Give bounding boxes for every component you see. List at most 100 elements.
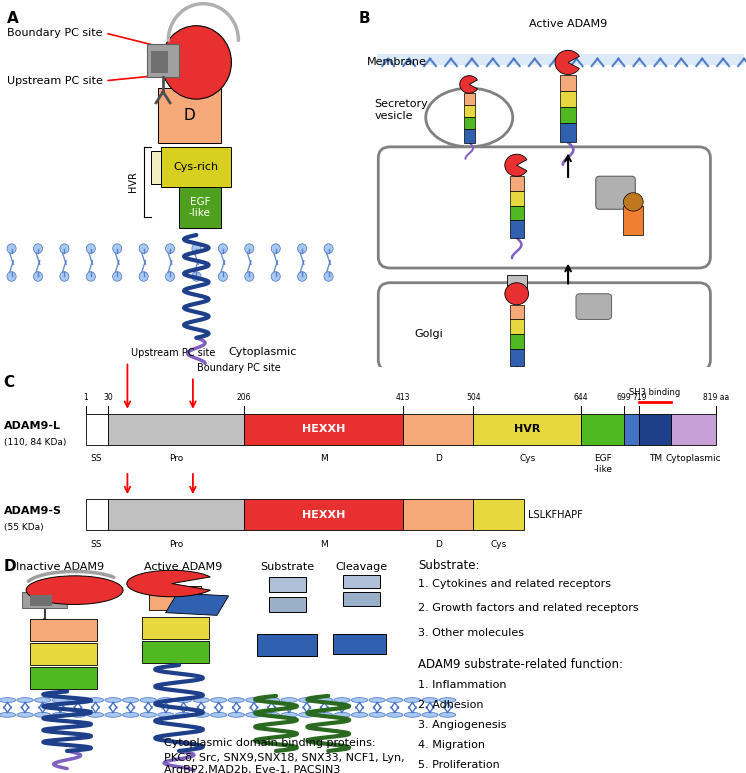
Circle shape bbox=[281, 698, 298, 703]
Circle shape bbox=[87, 698, 104, 703]
Circle shape bbox=[105, 698, 122, 703]
Text: Pro: Pro bbox=[169, 540, 183, 549]
Bar bbox=[269, 597, 306, 612]
Circle shape bbox=[298, 243, 307, 254]
Bar bbox=[464, 117, 474, 128]
Bar bbox=[30, 618, 97, 641]
Text: 3. Other molecules: 3. Other molecules bbox=[418, 628, 524, 638]
FancyBboxPatch shape bbox=[378, 283, 710, 371]
Text: Boundary PC site: Boundary PC site bbox=[7, 28, 102, 38]
Bar bbox=[624, 414, 639, 445]
Text: Active ADAM9: Active ADAM9 bbox=[144, 561, 222, 571]
Wedge shape bbox=[505, 155, 527, 176]
Circle shape bbox=[439, 698, 456, 703]
Circle shape bbox=[7, 271, 16, 281]
Circle shape bbox=[87, 243, 95, 254]
Circle shape bbox=[439, 713, 456, 717]
Bar bbox=[560, 90, 576, 107]
Bar bbox=[560, 123, 576, 142]
Text: 719: 719 bbox=[632, 393, 646, 403]
Circle shape bbox=[87, 271, 95, 281]
Bar bbox=[86, 414, 108, 445]
Bar bbox=[149, 586, 201, 610]
Ellipse shape bbox=[426, 88, 513, 147]
Text: HVR: HVR bbox=[514, 424, 541, 434]
Wedge shape bbox=[460, 76, 477, 94]
Circle shape bbox=[263, 698, 280, 703]
Bar bbox=[158, 88, 221, 143]
Circle shape bbox=[17, 698, 34, 703]
Circle shape bbox=[271, 243, 280, 254]
Text: Membrane: Membrane bbox=[366, 57, 426, 67]
Circle shape bbox=[60, 243, 69, 254]
Text: Cys: Cys bbox=[491, 540, 507, 549]
Circle shape bbox=[316, 713, 333, 717]
Circle shape bbox=[122, 698, 139, 703]
Circle shape bbox=[386, 698, 403, 703]
Circle shape bbox=[193, 698, 210, 703]
Text: Upstream PC site: Upstream PC site bbox=[131, 348, 216, 358]
Bar bbox=[108, 499, 244, 530]
Circle shape bbox=[324, 271, 333, 281]
Text: Inactive ADAM9: Inactive ADAM9 bbox=[16, 561, 104, 571]
Bar bbox=[510, 206, 524, 220]
Text: D: D bbox=[436, 540, 442, 549]
Circle shape bbox=[271, 271, 280, 281]
Circle shape bbox=[0, 698, 16, 703]
Bar bbox=[30, 667, 97, 690]
Bar bbox=[510, 305, 524, 319]
Circle shape bbox=[281, 713, 298, 717]
Text: EGF
-like: EGF -like bbox=[189, 196, 211, 218]
Circle shape bbox=[113, 243, 122, 254]
Text: D: D bbox=[184, 108, 195, 123]
Circle shape bbox=[316, 698, 333, 703]
Text: 1. Inflammation: 1. Inflammation bbox=[418, 680, 507, 690]
Wedge shape bbox=[624, 192, 643, 211]
Bar bbox=[30, 643, 97, 665]
Circle shape bbox=[245, 698, 262, 703]
Circle shape bbox=[245, 243, 254, 254]
Text: 5. Proliferation: 5. Proliferation bbox=[418, 760, 500, 770]
Circle shape bbox=[193, 713, 210, 717]
Text: SS: SS bbox=[91, 540, 102, 549]
Bar bbox=[510, 191, 524, 206]
Circle shape bbox=[140, 698, 157, 703]
Circle shape bbox=[404, 698, 421, 703]
Text: EGF
-like: EGF -like bbox=[593, 455, 612, 474]
Circle shape bbox=[210, 713, 227, 717]
Bar bbox=[161, 147, 231, 187]
Text: 4. Migration: 4. Migration bbox=[418, 740, 485, 750]
Bar bbox=[464, 105, 474, 117]
Circle shape bbox=[157, 713, 174, 717]
Circle shape bbox=[245, 271, 254, 281]
Bar bbox=[142, 641, 209, 663]
Bar bbox=[510, 334, 524, 349]
Bar bbox=[581, 414, 624, 445]
Text: HEXXH: HEXXH bbox=[302, 424, 345, 434]
Bar bbox=[147, 44, 179, 77]
Circle shape bbox=[52, 698, 69, 703]
Text: Substrate:: Substrate: bbox=[418, 560, 479, 572]
Bar bbox=[108, 414, 244, 445]
Text: A: A bbox=[7, 11, 19, 26]
Circle shape bbox=[69, 698, 86, 703]
Circle shape bbox=[228, 698, 245, 703]
Bar bbox=[30, 594, 52, 605]
Circle shape bbox=[245, 713, 262, 717]
Text: M: M bbox=[320, 455, 327, 463]
Bar bbox=[510, 319, 524, 334]
Text: Golgi: Golgi bbox=[414, 329, 442, 339]
Text: Upstream PC site: Upstream PC site bbox=[7, 76, 103, 86]
Text: LSLKFHAPF: LSLKFHAPF bbox=[528, 509, 583, 519]
Text: 644: 644 bbox=[574, 393, 589, 403]
Bar bbox=[151, 151, 161, 183]
Circle shape bbox=[139, 271, 148, 281]
Text: (55 KDa): (55 KDa) bbox=[4, 523, 43, 532]
Text: 819 aa: 819 aa bbox=[703, 393, 730, 403]
Circle shape bbox=[404, 713, 421, 717]
Bar bbox=[560, 107, 576, 123]
Bar bbox=[671, 414, 716, 445]
Text: Pro: Pro bbox=[169, 455, 183, 463]
FancyBboxPatch shape bbox=[596, 176, 636, 209]
Circle shape bbox=[105, 713, 122, 717]
